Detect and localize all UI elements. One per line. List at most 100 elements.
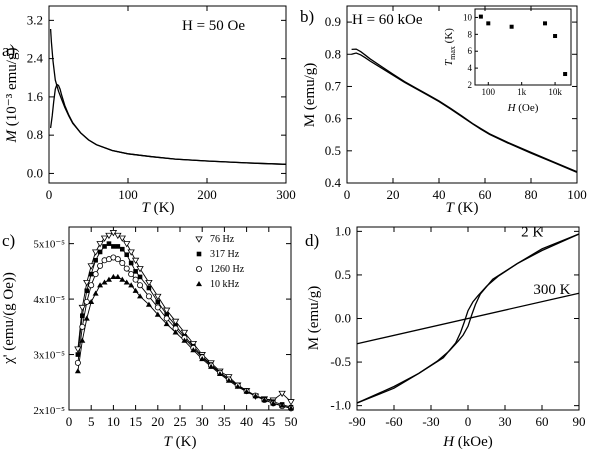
panel-b-inset-ytick-label-2: 6: [468, 46, 473, 56]
panel-c-series-3-point-17: [163, 321, 170, 327]
panel-a-ytick-label-4: 3.2: [27, 12, 43, 27]
panel-b-frame: [346, 5, 578, 184]
panel-b-inset-point-4: [553, 34, 558, 39]
panel-c-xlabel-unit: (K): [176, 434, 197, 450]
panel-c-series-3-point-25: [234, 383, 241, 389]
panel-b-label: b): [300, 7, 314, 26]
panel-c-xtick-label-1: 5: [88, 414, 95, 429]
panel-c-series-0-point-13: [131, 257, 140, 265]
panel-c-series-3-point-13: [132, 287, 139, 293]
panel-c-series-3-point-31: [288, 405, 294, 411]
panel-c-series-0-point-15: [145, 279, 153, 287]
panel-c-series-2-point-16: [154, 304, 161, 311]
panel-c-series-2-point-17: [163, 315, 170, 322]
panel-c-series-1-point-6: [102, 244, 107, 249]
panel-d-label: d): [305, 231, 319, 250]
panel-c-xtick-label-7: 35: [218, 414, 231, 429]
panel-c-series-3-point-5: [97, 282, 104, 288]
panel-c-series-3-point-6: [101, 279, 108, 285]
panel-c-series-0-point-11: [123, 241, 131, 248]
panel-b-inset-point-2: [509, 24, 514, 29]
panel-c-label: c): [2, 231, 15, 250]
panel-b-inset-ytick-label-3: 8: [468, 29, 473, 39]
panel-d-xlabel-var: H: [442, 434, 455, 450]
panel-c-series-1-point-14: [137, 274, 143, 280]
panel-c-ytick-label-0: 2x10⁻⁵: [33, 405, 65, 417]
panel-c-ytick-label-2: 4x10⁻⁵: [33, 294, 65, 306]
panel-c-series-3-point-2: [83, 315, 90, 321]
panel-c-series-0-point-16: [154, 293, 162, 301]
panel-c-series-3-point-0: [74, 368, 81, 374]
panel-c-series-3-point-11: [123, 279, 130, 285]
panel-c-series-2-point-0: [74, 359, 81, 366]
panel-c-ytick-label-1: 3x10⁻⁵: [33, 350, 65, 362]
panel-c-series-0-point-19: [180, 329, 189, 337]
panel-c-series-3-point-20: [190, 347, 197, 353]
panel-c-series-0-point-12: [127, 249, 135, 256]
panel-c-series-3-point-26: [243, 388, 250, 394]
panel-c-xtick-label-2: 10: [107, 414, 120, 429]
panel-a-xtick-label-0: 0: [46, 187, 53, 202]
panel-c-series-1-point-1: [80, 313, 85, 319]
panel-d-xlabel: H (kOe): [442, 434, 493, 450]
panel-c-xtick-label-3: 15: [129, 414, 142, 429]
panel-c-legend-marker-1: [196, 251, 202, 257]
panel-d-curve-label-1: 300 K: [533, 282, 570, 298]
panel-a-xtick-label-3: 300: [276, 187, 296, 202]
panel-d-ytick-label-2: 0.0: [335, 311, 351, 326]
panel-c-xtick-label-0: 0: [66, 414, 73, 429]
panel-c-series-2-point-14: [137, 282, 144, 289]
panel-c-series-3-point-3: [88, 298, 95, 304]
panel-c-series-3-point-30: [279, 402, 286, 408]
panel-c-series-0-point-31: [287, 399, 295, 406]
panel-b-inset-ytick-label-1: 4: [468, 63, 473, 73]
panel-c-series-0-point-30: [278, 390, 286, 398]
panel-d-ytick-label-1: -0.5: [330, 354, 351, 369]
panel-b-inset-xlabel-unit: (Oe): [518, 102, 538, 114]
panel-d-series-line-1: [356, 233, 580, 404]
panel-d-ytick-label-4: 1.0: [335, 223, 351, 238]
panel-c-series-0-point-10: [118, 235, 126, 242]
panel-b-xlabel-unit: (K): [458, 200, 479, 216]
panel-c-legend-marker-0: [195, 236, 203, 243]
panel-c-legend-label-0: 76 Hz: [210, 234, 235, 245]
panel-b-ytick-label-1: 0.5: [325, 143, 341, 158]
panel-c-xlabel-var: T: [164, 434, 174, 450]
panel-c-series-1-point-12: [128, 260, 134, 266]
panel-b-inset-ytick-label-0: 2: [468, 80, 473, 90]
panel-c-fit-line-1: [77, 243, 292, 408]
panel-b-inset-ytick-label-4: 10: [463, 12, 473, 22]
panel-c-xtick-label-5: 25: [174, 414, 187, 429]
panel-a-ylabel-var: M: [4, 128, 20, 143]
panel-c-series-1-point-10: [119, 246, 125, 252]
panel-c-legend-marker-2: [195, 265, 202, 272]
panel-c-xlabel: T (K): [164, 434, 197, 450]
panel-c-series-2-point-2: [83, 298, 90, 305]
panel-b-inset-ylabel-unit: (K): [443, 28, 455, 44]
panel-d: d) -90 -60 -30 0 30 60 90 -1.0 -0.5 0.0 0.5 1.0 2 K…: [305, 223, 586, 450]
panel-c-series-2-point-12: [128, 271, 135, 278]
panel-c-series-0-point-17: [162, 307, 171, 314]
panel-b-inset-point-1: [486, 21, 491, 26]
panel-d-xtick-label-5: 60: [536, 414, 549, 429]
panel-c-series-1-point-3: [88, 271, 94, 277]
panel-c-series-3-point-24: [225, 377, 232, 383]
panel-d-series-line-2: [356, 292, 580, 345]
panel-c-series-3-point-4: [92, 290, 99, 296]
panel-c-series-0-point-18: [171, 318, 180, 326]
panel-d-xlabel-unit: (kOe): [458, 434, 493, 450]
panel-b-ytick-label-0: 0.4: [325, 175, 342, 190]
panel-a-ytick-label-3: 2.4: [27, 51, 44, 66]
panel-c-series-1-point-17: [164, 312, 169, 317]
panel-a-ytick-label-1: 0.8: [27, 127, 43, 142]
panel-c-series-3-point-18: [172, 329, 179, 335]
panel-b-inset-xtick-label-2: 10k: [548, 87, 562, 97]
panel-c-series-1-point-9: [115, 244, 121, 249]
panel-c-series-0-point-5: [96, 241, 104, 248]
panel-d-xtick-label-3: 0: [465, 414, 472, 429]
panel-c: c) 0 5 10 15 20 25 30 35 40 45 50 2x10⁻⁵ 3x10⁻⁵ 4x10⁻…: [1, 226, 298, 450]
panel-d-curve-label-0: 2 K: [521, 225, 543, 241]
panel-c-series-2-point-5: [97, 262, 104, 269]
panel-b-annotation: H = 60 kOe: [352, 12, 423, 28]
panel-b-inset-ylabel: Tmax (K): [443, 28, 457, 66]
